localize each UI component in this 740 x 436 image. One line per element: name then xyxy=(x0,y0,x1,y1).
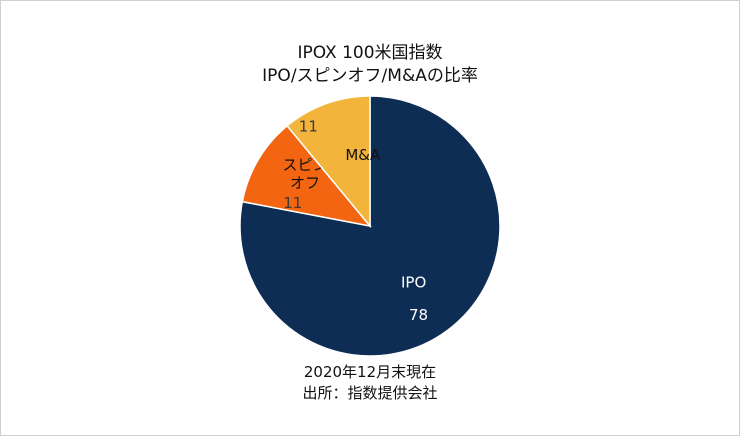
slice-label-1-line-1: IPO xyxy=(401,274,426,292)
pie-slice-3 xyxy=(286,95,371,229)
pie-slice-2 xyxy=(241,124,372,228)
slice-label-2-line-2: オフ xyxy=(290,174,320,192)
chart-subtitle: IPO/スピンオフ/M&Aの比率 xyxy=(262,66,478,86)
slice-value-1: 78 xyxy=(409,306,428,324)
as-of-date-note: 2020年12月末現在 xyxy=(303,363,437,381)
slice-label-3-line-1: M&A xyxy=(345,146,381,164)
chart-title: IPOX 100米国指数 xyxy=(297,43,443,63)
slice-value-3: 11 xyxy=(299,118,318,136)
slice-value-2: 11 xyxy=(283,194,302,212)
source-note: 出所：指数提供会社 xyxy=(302,384,438,402)
